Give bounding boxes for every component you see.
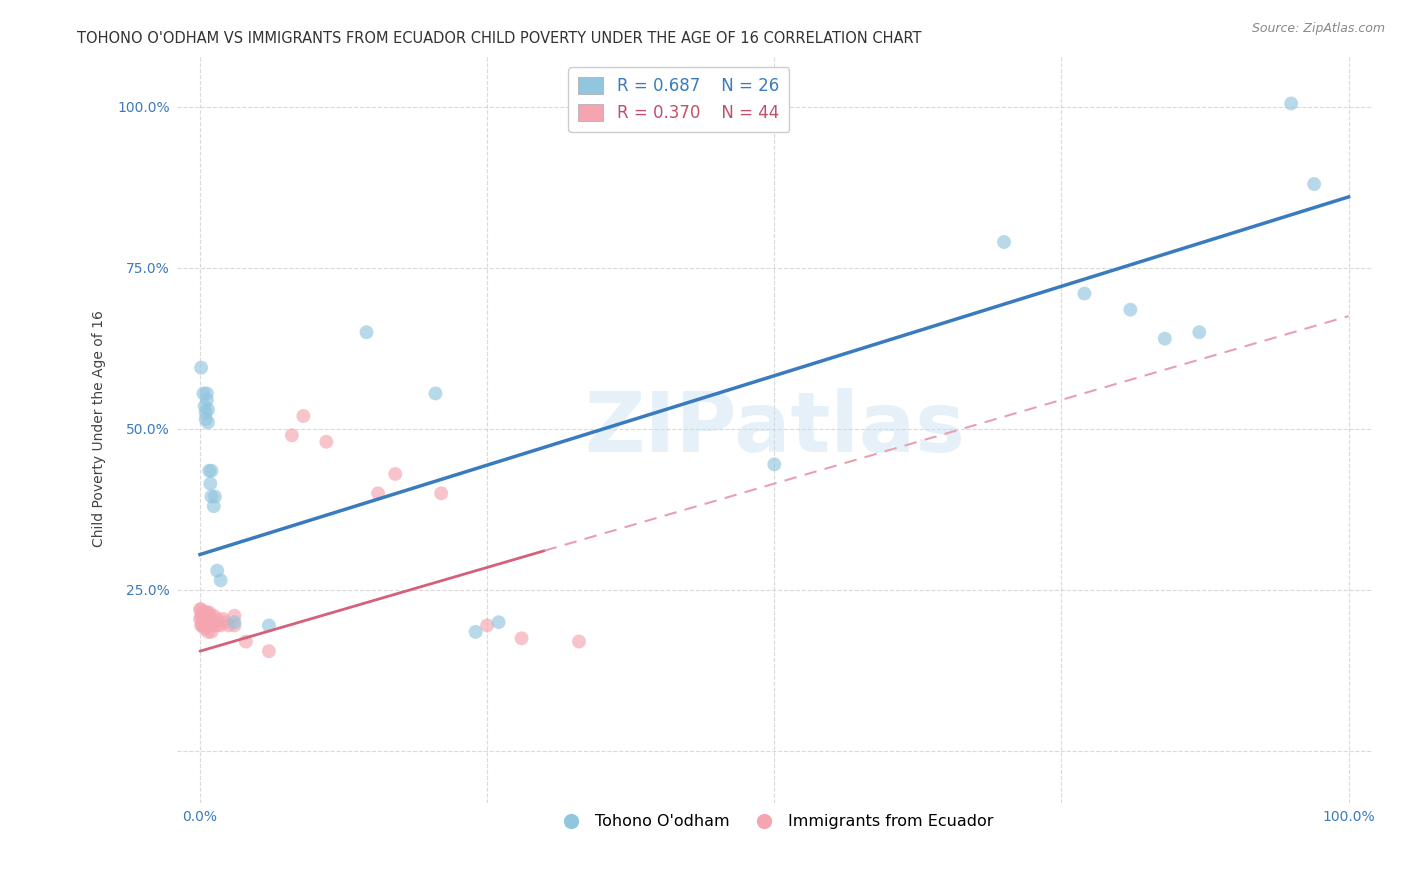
Point [367, 486, 389, 500]
Point [194, 622, 217, 636]
Point [191, 618, 214, 632]
Point [202, 499, 225, 513]
Point [224, 615, 246, 630]
Text: ZIPatlas: ZIPatlas [583, 388, 965, 469]
Point [198, 464, 221, 478]
Point [384, 467, 406, 481]
Text: TOHONO O'ODHAM VS IMMIGRANTS FROM ECUADOR CHILD POVERTY UNDER THE AGE OF 16 CORR: TOHONO O'ODHAM VS IMMIGRANTS FROM ECUADO… [77, 31, 922, 46]
Point [200, 624, 222, 639]
Point [194, 615, 217, 630]
Point [197, 402, 219, 417]
Point [193, 386, 215, 401]
Point [425, 386, 447, 401]
Point [200, 464, 222, 478]
Point [475, 618, 498, 632]
Point [188, 612, 211, 626]
Y-axis label: Child Poverty Under the Age of 16: Child Poverty Under the Age of 16 [93, 310, 107, 548]
Point [292, 409, 315, 423]
Point [205, 612, 228, 626]
Point [1153, 332, 1175, 346]
Point [209, 574, 232, 588]
Point [193, 618, 215, 632]
Point [188, 602, 211, 616]
Point [218, 618, 240, 632]
Point [195, 606, 218, 620]
Point [194, 615, 217, 630]
Point [198, 606, 221, 620]
Point [200, 490, 222, 504]
Text: Source: ZipAtlas.com: Source: ZipAtlas.com [1251, 22, 1385, 36]
Point [195, 612, 218, 626]
Point [197, 608, 219, 623]
Point [191, 606, 214, 620]
Point [204, 615, 226, 630]
Point [194, 606, 217, 620]
Point [205, 564, 228, 578]
Point [190, 608, 212, 623]
Point [763, 458, 786, 472]
Point [194, 406, 217, 420]
Point [209, 618, 232, 632]
Point [190, 602, 212, 616]
Point [257, 618, 280, 632]
Point [1188, 325, 1211, 339]
Point [194, 412, 217, 426]
Point [235, 634, 257, 648]
Point [195, 386, 218, 401]
Point [568, 634, 591, 648]
Point [214, 615, 236, 630]
Point [1119, 302, 1142, 317]
Point [191, 612, 214, 626]
Point [200, 476, 222, 491]
Point [224, 608, 246, 623]
Point [488, 615, 510, 630]
Point [194, 400, 217, 414]
Point [1303, 177, 1326, 191]
Point [205, 618, 228, 632]
Point [197, 416, 219, 430]
Point [193, 612, 215, 626]
Point [200, 618, 222, 632]
Point [204, 490, 226, 504]
Point [257, 644, 280, 658]
Point [202, 608, 225, 623]
Point [197, 624, 219, 639]
Point [212, 612, 235, 626]
Point [224, 618, 246, 632]
Point [464, 624, 486, 639]
Point [195, 392, 218, 407]
Point [430, 486, 453, 500]
Point [993, 235, 1015, 249]
Point [200, 615, 222, 630]
Point [194, 606, 217, 620]
Point [356, 325, 378, 339]
Point [195, 618, 218, 632]
Point [198, 615, 221, 630]
Point [315, 434, 337, 449]
Point [1073, 286, 1095, 301]
Point [197, 618, 219, 632]
Point [510, 632, 533, 646]
Point [190, 618, 212, 632]
Point [200, 612, 222, 626]
Point [190, 360, 212, 375]
Point [193, 606, 215, 620]
Legend: Tohono O'odham, Immigrants from Ecuador: Tohono O'odham, Immigrants from Ecuador [548, 808, 1000, 836]
Point [202, 618, 225, 632]
Point [281, 428, 304, 442]
Point [1279, 96, 1302, 111]
